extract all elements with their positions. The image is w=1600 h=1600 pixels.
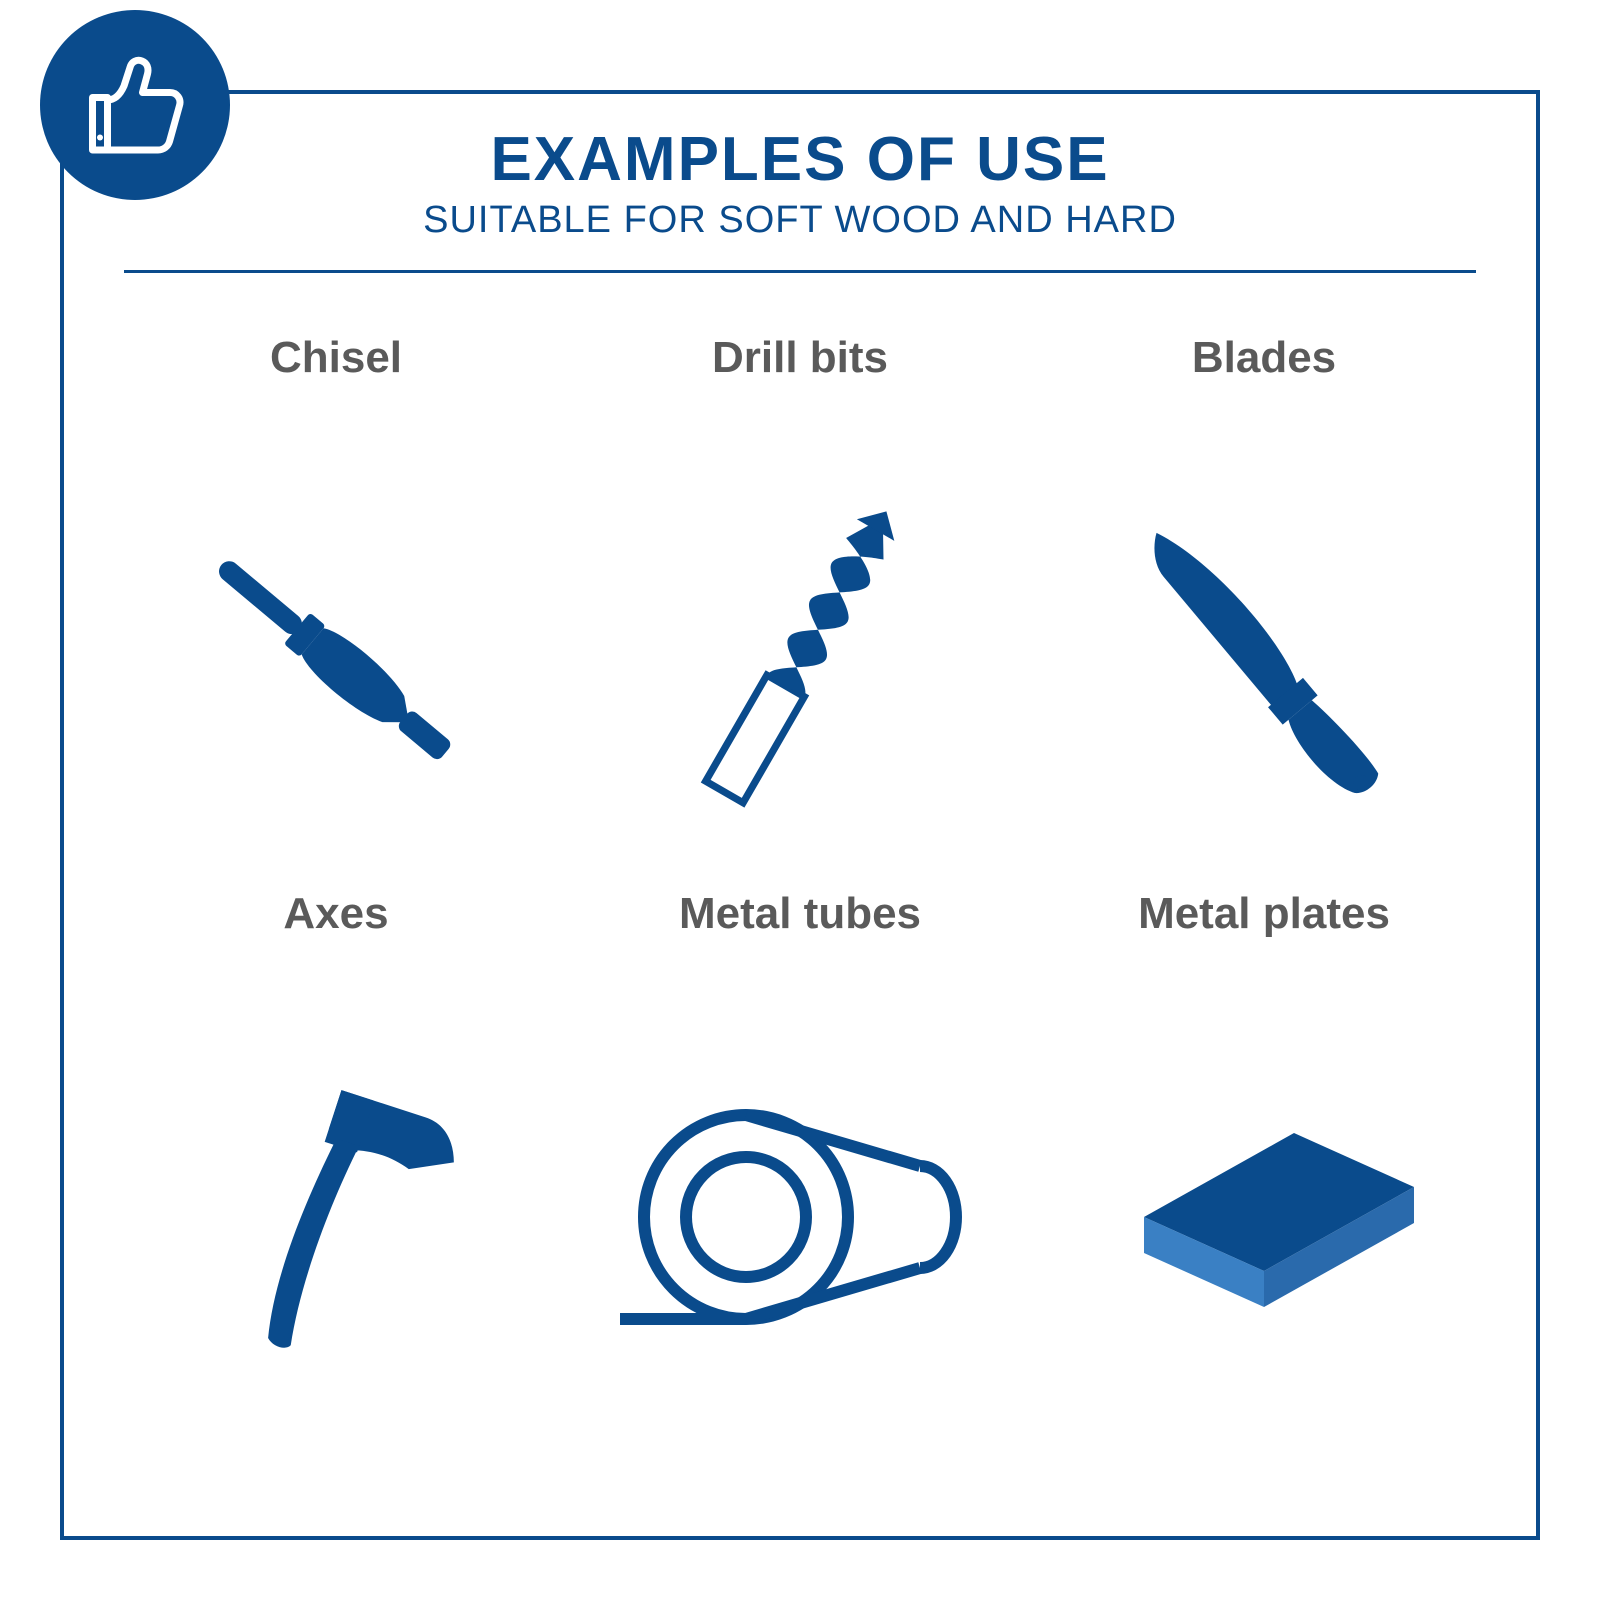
example-label: Blades [1192,333,1336,383]
example-metal-tubes: Metal tubes [568,889,1032,1445]
example-label: Axes [283,889,388,939]
header: EXAMPLES OF USE SUITABLE FOR SOFT WOOD A… [64,94,1536,242]
example-label: Drill bits [712,333,888,383]
content-frame: EXAMPLES OF USE SUITABLE FOR SOFT WOOD A… [60,90,1540,1540]
examples-grid: Chisel Drill bits [64,273,1536,1485]
example-chisel: Chisel [104,333,568,889]
thumbs-up-icon [75,45,195,165]
example-axes: Axes [104,889,568,1445]
knife-icon [1074,433,1454,889]
example-label: Chisel [270,333,402,383]
metal-plate-icon [1084,989,1444,1445]
thumbs-up-badge [40,10,230,200]
example-label: Metal tubes [679,889,921,939]
example-label: Metal plates [1138,889,1390,939]
example-metal-plates: Metal plates [1032,889,1496,1445]
axe-icon [166,989,506,1445]
example-drill-bits: Drill bits [568,333,1032,889]
chisel-icon [166,433,506,889]
page-title: EXAMPLES OF USE [64,124,1536,195]
example-blades: Blades [1032,333,1496,889]
page-subtitle: SUITABLE FOR SOFT WOOD AND HARD [64,199,1536,242]
metal-tube-icon [620,989,980,1445]
drill-bit-icon [620,433,980,889]
